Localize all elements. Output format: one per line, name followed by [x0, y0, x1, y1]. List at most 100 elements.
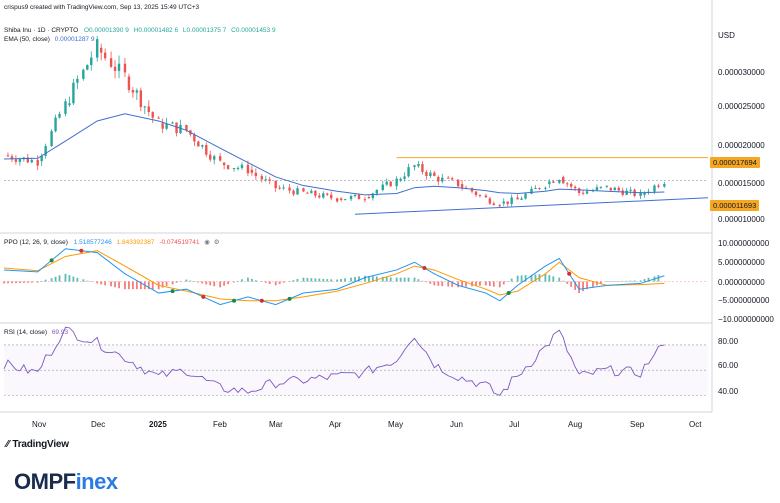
- ppo-histogram-bar: [100, 281, 103, 285]
- candle-body: [179, 124, 182, 134]
- brand-logo-a: OMPF: [14, 469, 76, 494]
- candle-body: [643, 192, 646, 195]
- ppo-histogram-bar: [498, 281, 501, 288]
- ohlc-close: C0.00001453 9: [231, 27, 276, 34]
- ppo-histogram-bar: [288, 281, 291, 282]
- candle-body: [385, 181, 388, 185]
- candle-body: [240, 164, 244, 168]
- ppo-histogram-bar: [18, 281, 21, 284]
- ppo-histogram-bar: [417, 279, 420, 282]
- ppo-histogram-bar: [389, 277, 392, 282]
- ppo-histogram-bar: [613, 281, 616, 282]
- candle-body: [413, 165, 416, 168]
- ppo-histogram-bar: [592, 281, 594, 288]
- candle-body: [209, 154, 212, 160]
- candle-body: [371, 193, 375, 199]
- candle-body: [302, 188, 305, 192]
- candle-body: [441, 177, 444, 182]
- candle-body: [599, 186, 603, 188]
- candle-body: [498, 205, 501, 207]
- ppo-histogram-bar: [510, 278, 513, 282]
- candle-body: [524, 193, 527, 199]
- candle-body: [135, 90, 139, 93]
- ppo-legend[interactable]: PPO (12, 26, 9, close) 1.518577246 1.843…: [4, 239, 220, 247]
- ppo-histogram-bar: [296, 278, 299, 282]
- settings-icon[interactable]: ⚙: [213, 239, 220, 246]
- candle-body: [581, 192, 585, 194]
- candle-body: [54, 117, 57, 132]
- ppo-histogram-bar: [625, 280, 628, 282]
- candle-body: [349, 196, 353, 200]
- ppo-histogram-bar: [605, 281, 608, 282]
- candle-body: [96, 39, 99, 58]
- candle-body: [165, 123, 168, 129]
- ppo-histogram-bar: [492, 281, 495, 287]
- ohlc-low: L0.00001375 7: [182, 27, 227, 34]
- candle-body: [585, 191, 589, 194]
- candle-body: [629, 189, 632, 191]
- candle-body: [310, 190, 313, 194]
- ppo-histogram-bar: [90, 281, 93, 283]
- candle-body: [484, 195, 488, 198]
- candle-body: [10, 156, 14, 160]
- candle-body: [127, 76, 131, 91]
- ppo-histogram-bar: [306, 277, 309, 282]
- rsi-value: 69.93: [51, 329, 69, 336]
- ppo-histogram-bar: [118, 281, 120, 289]
- ppo-histogram-bar: [429, 281, 432, 284]
- x-tick: Dec: [91, 420, 106, 429]
- ppo-histogram-bar: [223, 281, 226, 286]
- candle-body: [530, 188, 533, 194]
- candle-body: [218, 156, 222, 161]
- ppo-histogram-bar: [205, 281, 208, 285]
- candle-body: [314, 190, 317, 196]
- ppo-histogram-bar: [643, 279, 646, 282]
- ppo-histogram-bar: [506, 281, 509, 282]
- candle-body: [113, 66, 117, 71]
- candle-body: [117, 63, 121, 71]
- candle-body: [58, 113, 61, 118]
- candle-body: [544, 187, 547, 189]
- ppo-histogram-bar: [241, 279, 243, 282]
- candle-body: [288, 187, 291, 191]
- ppo-cross-dot: [506, 291, 511, 296]
- ppo-histogram-bar: [30, 281, 33, 283]
- ppo-histogram-bar: [421, 280, 424, 282]
- candle-body: [82, 69, 85, 79]
- candle-body: [421, 164, 424, 172]
- candle-body: [595, 187, 599, 191]
- ppo-histogram-bar: [447, 281, 450, 287]
- eye-icon[interactable]: ◉: [204, 239, 210, 246]
- candle-body: [131, 90, 135, 93]
- ema-legend[interactable]: EMA (50, close) 0.00001287 9: [4, 36, 94, 44]
- support-price-tag: 0.000011693: [710, 200, 760, 211]
- ppo-histogram-bar: [114, 281, 116, 288]
- rsi-legend[interactable]: RSI (14, close) 69.93: [4, 329, 68, 337]
- ppo-histogram-bar: [22, 281, 25, 283]
- price-tick: 0.000015000: [718, 179, 765, 188]
- candle-body: [30, 159, 33, 163]
- ppo-histogram-bar: [233, 281, 235, 283]
- ppo-histogram-bar: [68, 275, 71, 282]
- symbol-line[interactable]: Shiba Inu · 1D · CRYPTO: [4, 27, 79, 34]
- ppo-histogram-bar: [209, 281, 212, 286]
- ppo-histogram-bar: [544, 273, 547, 282]
- ppo-histogram-bar: [413, 277, 416, 282]
- resistance-price-tag: 0.000017694: [710, 157, 760, 168]
- ppo-histogram-bar: [600, 281, 602, 284]
- brand-logo-b: inex: [75, 469, 119, 494]
- ppo-histogram-bar: [86, 280, 89, 282]
- price-tick: 0.000010000: [718, 215, 765, 224]
- ppo-cross-dot: [201, 294, 206, 299]
- candle-body: [222, 162, 226, 166]
- candle-body: [197, 141, 200, 147]
- candle-body: [417, 164, 420, 167]
- ppo-histogram-bar: [247, 277, 249, 282]
- ppo-histogram-bar: [354, 277, 356, 282]
- ppo-histogram-bar: [596, 281, 598, 286]
- rsi-label: RSI (14, close): [4, 329, 47, 336]
- ppo-line: [3, 248, 665, 306]
- ppo-cross-dot: [287, 296, 292, 301]
- ppo-histogram-bar: [278, 281, 281, 285]
